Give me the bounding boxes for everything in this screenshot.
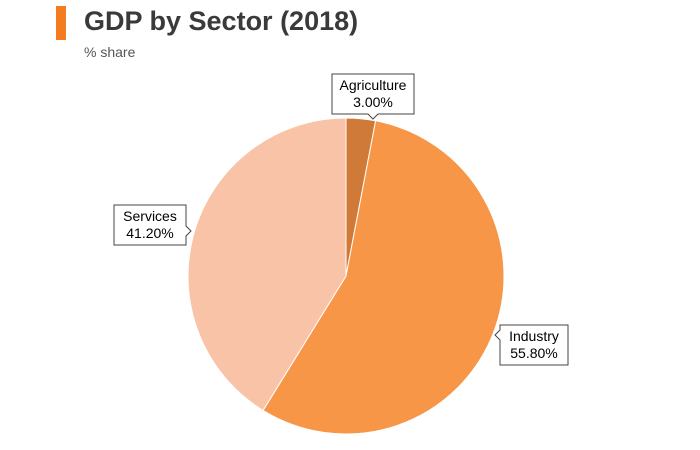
pie-slice-industry: [262, 120, 505, 435]
data-label-value: 55.80%: [510, 345, 557, 361]
chart-title: GDP by Sector (2018): [84, 6, 359, 36]
data-label-value: 3.00%: [353, 94, 393, 110]
data-label-name: Services: [123, 208, 177, 224]
data-label-name: Agriculture: [340, 77, 407, 93]
chart-subtitle: % share: [84, 44, 136, 60]
data-label-box: [331, 73, 415, 120]
title-accent-bar: [56, 6, 66, 40]
data-label-value: 41.20%: [126, 225, 173, 241]
data-label-box: [113, 204, 192, 246]
data-label-box: [494, 324, 569, 366]
pie-slice-services: [187, 117, 347, 412]
data-label-name: Industry: [509, 328, 559, 344]
